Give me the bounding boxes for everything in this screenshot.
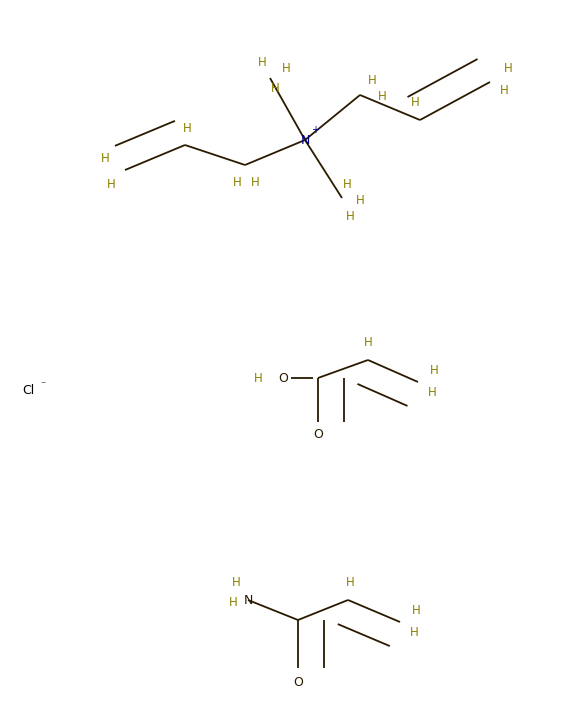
Text: H: H bbox=[504, 61, 512, 74]
Text: H: H bbox=[346, 577, 354, 590]
Text: N: N bbox=[243, 593, 253, 606]
Text: Cl: Cl bbox=[22, 384, 34, 397]
Text: H: H bbox=[411, 97, 419, 109]
Text: H: H bbox=[429, 363, 439, 376]
Text: H: H bbox=[282, 61, 290, 74]
Text: H: H bbox=[271, 82, 279, 95]
Text: H: H bbox=[410, 625, 418, 638]
Text: H: H bbox=[254, 371, 263, 384]
Text: H: H bbox=[500, 84, 508, 97]
Text: H: H bbox=[229, 596, 238, 609]
Text: H: H bbox=[257, 55, 266, 68]
Text: H: H bbox=[378, 90, 386, 103]
Text: +: + bbox=[311, 125, 319, 135]
Text: O: O bbox=[278, 371, 288, 384]
Text: H: H bbox=[107, 178, 116, 191]
Text: H: H bbox=[428, 386, 436, 398]
Text: H: H bbox=[232, 176, 241, 189]
Text: H: H bbox=[411, 604, 421, 617]
Text: H: H bbox=[101, 151, 109, 165]
Text: O: O bbox=[293, 676, 303, 689]
Text: H: H bbox=[250, 176, 259, 189]
Text: H: H bbox=[364, 336, 372, 349]
Text: O: O bbox=[313, 429, 323, 441]
Text: N: N bbox=[300, 133, 310, 146]
Text: H: H bbox=[346, 210, 354, 223]
Text: H: H bbox=[182, 122, 191, 135]
Text: ⁻: ⁻ bbox=[40, 380, 45, 390]
Text: H: H bbox=[356, 194, 364, 207]
Text: H: H bbox=[232, 577, 241, 590]
Text: H: H bbox=[343, 178, 352, 191]
Text: H: H bbox=[368, 74, 376, 87]
